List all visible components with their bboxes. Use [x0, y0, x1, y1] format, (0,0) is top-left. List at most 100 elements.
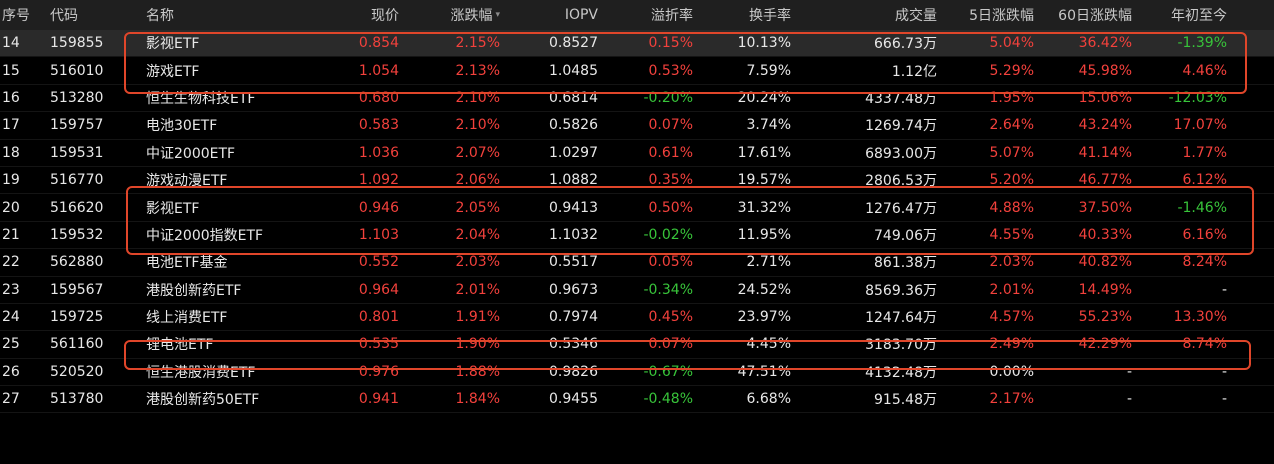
row-d60: 15.06% [1078, 89, 1132, 106]
row-code: 561160 [50, 336, 104, 353]
table-row[interactable]: 15 516010 游戏ETF 1.054 2.13% 1.0485 0.53% 7.59% 1… [0, 57, 1274, 85]
col-header-volume[interactable]: 成交量 [895, 8, 937, 24]
row-code: 520520 [50, 363, 104, 380]
row-change: 2.05% [455, 199, 500, 216]
row-ytd: -1.46% [1177, 199, 1227, 216]
row-ytd: - [1221, 363, 1227, 380]
col-header-seq[interactable]: 序号 [2, 8, 30, 24]
table-row[interactable]: 26 520520 恒生港股消费ETF 0.976 1.88% 0.9826 -0.67% 4… [0, 359, 1274, 387]
table-row[interactable]: 18 159531 中证2000ETF 1.036 2.07% 1.0297 0.61% 17… [0, 140, 1274, 167]
table-row[interactable]: 20 516620 影视ETF 0.946 2.05% 0.9413 0.50% 31.32%… [0, 194, 1274, 222]
row-ytd: 6.12% [1182, 172, 1227, 189]
row-iopv: 0.9673 [549, 281, 598, 298]
row-volume: 4132.48万 [865, 364, 937, 381]
row-volume: 915.48万 [874, 392, 937, 409]
row-turnover: 19.57% [737, 172, 791, 189]
row-iopv: 0.9826 [549, 363, 598, 380]
row-d5: 2.03% [989, 254, 1034, 271]
row-turnover: 23.97% [737, 309, 791, 326]
row-d60: - [1126, 363, 1132, 380]
row-change: 2.03% [455, 254, 500, 271]
row-seq: 15 [2, 62, 20, 79]
col-header-change[interactable]: 涨跌幅 ▾ [400, 0, 500, 30]
row-seq: 14 [2, 35, 20, 52]
row-d60: 40.82% [1078, 254, 1132, 271]
row-iopv: 0.5826 [549, 117, 598, 134]
row-seq: 16 [2, 89, 20, 106]
row-ytd: 8.24% [1182, 254, 1227, 271]
row-premium: -0.20% [643, 89, 693, 106]
row-d5: 4.57% [989, 309, 1034, 326]
row-name: 港股创新药50ETF [146, 392, 260, 409]
row-name: 恒生生物科技ETF [146, 90, 256, 107]
row-price: 1.054 [358, 62, 399, 79]
row-d5: 2.64% [989, 117, 1034, 134]
row-change: 2.13% [455, 62, 500, 79]
row-ytd: -1.39% [1177, 35, 1227, 52]
table-row[interactable]: 24 159725 线上消费ETF 0.801 1.91% 0.7974 0.45% 23.9… [0, 304, 1274, 332]
row-seq: 24 [2, 309, 20, 326]
row-code: 159531 [50, 144, 104, 161]
col-header-iopv[interactable]: IOPV [564, 7, 598, 23]
row-change: 2.10% [455, 117, 500, 134]
row-seq: 21 [2, 226, 20, 243]
col-header-premium[interactable]: 溢折率 [651, 8, 693, 24]
table-row[interactable]: 17 159757 电池30ETF 0.583 2.10% 0.5826 0.07% 3.74… [0, 112, 1274, 140]
row-code: 159567 [50, 281, 104, 298]
row-d60: 41.14% [1078, 144, 1132, 161]
row-d60: 43.24% [1078, 117, 1132, 134]
table-row[interactable]: 21 159532 中证2000指数ETF 1.103 2.04% 1.1032 -0.02… [0, 222, 1274, 250]
row-premium: 0.15% [648, 35, 693, 52]
table-row[interactable]: 14 159855 影视ETF 0.854 2.15% 0.8527 0.15% 10.13%… [0, 30, 1274, 58]
triangle-down-icon: ▾ [495, 10, 500, 20]
row-ytd: 8.74% [1182, 336, 1227, 353]
row-iopv: 1.0297 [549, 144, 598, 161]
row-turnover: 2.71% [746, 254, 791, 271]
table-row[interactable]: 25 561160 锂电池ETF 0.535 1.90% 0.5346 0.07% 4.45%… [0, 331, 1274, 359]
table-header: 序号 代码 名称 现价 涨跌幅 ▾ IOPV 溢折率 换手率 成交量 5日涨跌幅… [0, 0, 1274, 30]
col-header-d5[interactable]: 5日涨跌幅 [969, 8, 1034, 24]
row-d60: 36.42% [1078, 35, 1132, 52]
row-turnover: 11.95% [737, 226, 791, 243]
row-iopv: 1.0882 [549, 172, 598, 189]
col-header-turnover[interactable]: 换手率 [749, 8, 791, 24]
table-row[interactable]: 27 513780 港股创新药50ETF 0.941 1.84% 0.9455 -0.48%… [0, 386, 1274, 414]
row-volume: 4337.48万 [865, 90, 937, 107]
row-name: 中证2000指数ETF [146, 227, 264, 244]
col-header-d60[interactable]: 60日涨跌幅 [1058, 8, 1132, 24]
table-row[interactable]: 23 159567 港股创新药ETF 0.964 2.01% 0.9673 -0.34% 24… [0, 277, 1274, 304]
col-header-ytd[interactable]: 年初至今 [1171, 8, 1227, 24]
row-price: 0.941 [358, 391, 399, 408]
row-d60: 42.29% [1078, 336, 1132, 353]
col-header-price[interactable]: 现价 [371, 8, 399, 24]
row-turnover: 31.32% [737, 199, 791, 216]
row-name: 电池ETF基金 [146, 255, 228, 272]
col-header-name[interactable]: 名称 [146, 8, 174, 24]
row-d5: 5.20% [989, 172, 1034, 189]
row-d5: 2.17% [989, 391, 1034, 408]
col-header-code[interactable]: 代码 [50, 8, 78, 24]
row-premium: 0.07% [648, 336, 693, 353]
row-turnover: 47.51% [737, 363, 791, 380]
row-d5: 5.07% [989, 144, 1034, 161]
row-change: 1.90% [455, 336, 500, 353]
row-change: 2.01% [455, 281, 500, 298]
row-d60: 46.77% [1078, 172, 1132, 189]
row-volume: 8569.36万 [865, 282, 937, 299]
row-price: 0.801 [358, 309, 399, 326]
row-d5: 4.55% [989, 226, 1034, 243]
row-code: 159855 [50, 35, 104, 52]
row-d5: 1.95% [989, 89, 1034, 106]
table-row[interactable]: 16 513280 恒生生物科技ETF 0.680 2.10% 0.6814 -0.20% 2… [0, 85, 1274, 113]
row-premium: -0.67% [643, 363, 693, 380]
row-ytd: -12.03% [1168, 89, 1227, 106]
row-change: 2.06% [455, 172, 500, 189]
row-name: 影视ETF [146, 36, 200, 53]
table-row[interactable]: 22 562880 电池ETF基金 0.552 2.03% 0.5517 0.05% 2.71… [0, 249, 1274, 277]
row-name: 线上消费ETF [146, 310, 228, 327]
row-premium: 0.05% [648, 254, 693, 271]
row-premium: 0.61% [648, 144, 693, 161]
table-row[interactable]: 19 516770 游戏动漫ETF 1.092 2.06% 1.0882 0.35% 19.5… [0, 167, 1274, 195]
row-price: 1.036 [358, 144, 399, 161]
row-price: 0.964 [358, 281, 399, 298]
